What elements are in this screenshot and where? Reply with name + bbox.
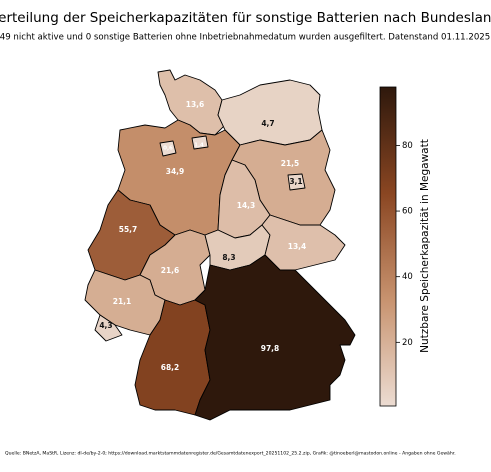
region (217, 79, 323, 146)
colorbar-tick-label: 60 (402, 207, 413, 217)
colorbar-tick-label: 40 (402, 272, 413, 282)
colorbar-label: Nutzbare Speicherkapazität in Megawatt (419, 139, 431, 353)
region-value-label: 68,2 (161, 363, 180, 372)
region-value-label: 8,3 (222, 253, 235, 262)
region-value-label: 13,6 (186, 100, 205, 109)
region-value-label: 13,4 (288, 242, 307, 251)
region-value-label: 21,5 (281, 159, 300, 168)
region-value-label: 3,1 (289, 177, 302, 186)
region-value-label: 1,4 (194, 143, 204, 149)
source-note: Quelle: BNetzA, MaStR, Lizenz: dl-de/by-… (5, 451, 456, 457)
region-value-label: 4,3 (99, 321, 112, 330)
region (159, 140, 177, 157)
region-value-label: 14,3 (237, 201, 256, 210)
region (94, 314, 123, 342)
region-value-label: 34,9 (166, 167, 185, 176)
chart-subtitle: 49 nicht aktive und 0 sonstige Batterien… (0, 33, 490, 43)
colorbar-tick-label: 80 (402, 141, 413, 151)
region (287, 173, 306, 191)
region (194, 254, 356, 421)
region-value-label: 21,1 (113, 297, 132, 306)
chart-title: Verteilung der Speicherkapazitäten für s… (0, 10, 491, 26)
colorbar (379, 86, 397, 407)
region-value-label: 55,7 (119, 225, 138, 234)
region-value-label: 21,6 (161, 266, 180, 275)
region-value-label: 0,6 (163, 146, 173, 152)
region-value-label: 4,7 (261, 119, 274, 128)
region (191, 135, 209, 150)
region-value-label: 97,8 (261, 344, 280, 353)
colorbar-tick-label: 20 (402, 338, 413, 348)
